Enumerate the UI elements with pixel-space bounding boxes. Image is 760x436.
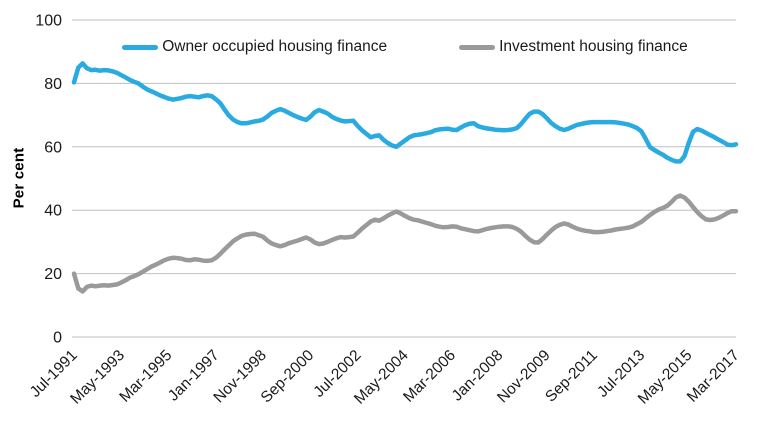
y-tick-label: 100 <box>35 13 62 30</box>
owner-occupied-line-swatch <box>122 44 159 50</box>
legend-item-investment: Investment housing finance <box>459 38 688 56</box>
x-tick-label: Sep-2011 <box>542 347 601 406</box>
x-tick-label: Mar-2017 <box>684 347 743 406</box>
legend: Owner occupied housing finance Investmen… <box>74 38 736 56</box>
y-axis-title: Per cent <box>10 147 28 209</box>
investment-line-swatch <box>459 44 496 50</box>
y-tick-label: 40 <box>44 203 62 220</box>
y-tick-label: 80 <box>44 76 62 93</box>
owner-occupied-series-line <box>71 61 739 164</box>
y-tick-label: 0 <box>53 330 62 347</box>
x-tick-label: Mar-1995 <box>116 347 175 406</box>
investment-series-line <box>71 193 739 294</box>
legend-label-owner-occupied: Owner occupied housing finance <box>162 38 388 55</box>
legend-item-owner-occupied: Owner occupied housing finance <box>122 38 387 56</box>
x-tick-label: Mar-2006 <box>400 347 459 406</box>
y-tick-label: 20 <box>44 266 62 283</box>
y-tick-label: 60 <box>44 139 62 156</box>
legend-label-investment: Investment housing finance <box>499 38 688 55</box>
